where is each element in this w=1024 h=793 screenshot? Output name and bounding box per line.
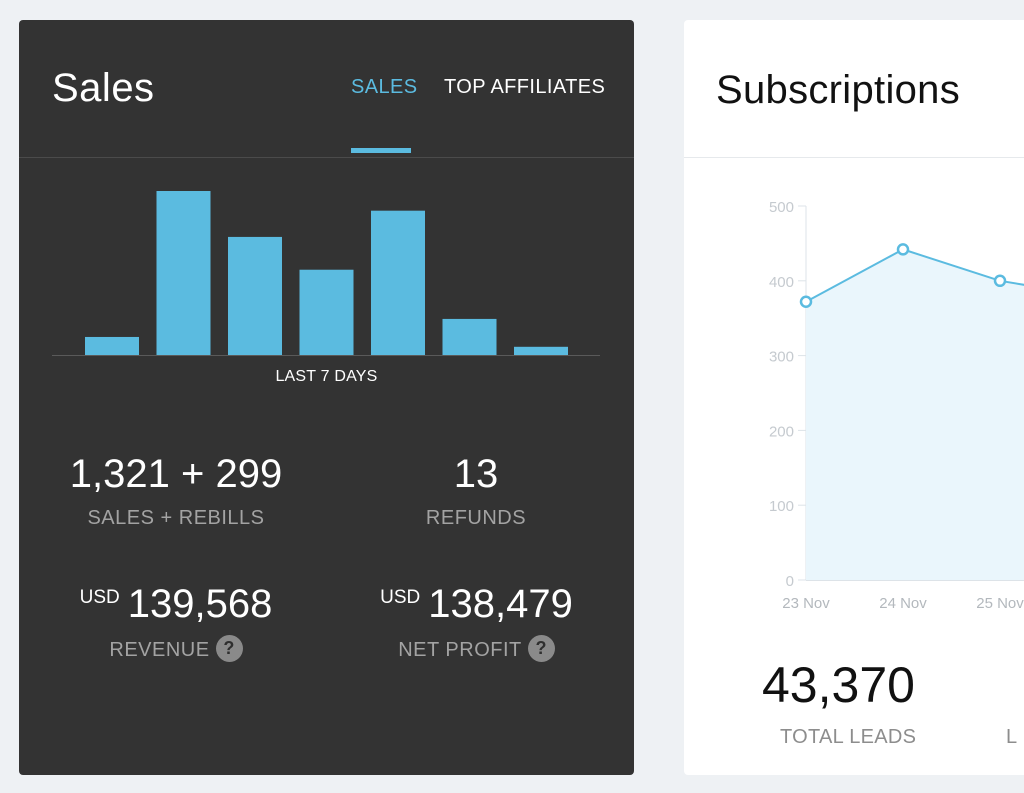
second-stat-label: L bbox=[1006, 726, 1018, 748]
sales-card: Sales SALES TOP AFFILIATES LAST 7 DAYS 1… bbox=[19, 20, 634, 775]
sales-bar-1 bbox=[85, 336, 139, 355]
sales-bar-4 bbox=[299, 269, 354, 355]
stat-sales-rebills: 1,321 + 299 SALES + REBILLS bbox=[66, 452, 286, 530]
tab-top-affiliates[interactable]: TOP AFFILIATES bbox=[444, 76, 606, 98]
sales-bar-chart bbox=[52, 191, 600, 356]
refunds-value: 13 bbox=[453, 452, 499, 496]
y-tick-label: 300 bbox=[769, 349, 794, 366]
net-profit-amount: USD 138,479 bbox=[354, 582, 599, 627]
net-profit-value: 138,479 bbox=[428, 582, 573, 626]
revenue-label-row: REVENUE? bbox=[56, 635, 296, 664]
y-tick-label: 400 bbox=[769, 274, 794, 291]
stat-net-profit: USD 138,479 NET PROFIT? bbox=[354, 582, 599, 664]
subscriptions-line bbox=[805, 248, 1024, 303]
y-tick-label: 500 bbox=[769, 199, 794, 216]
revenue-value: 139,568 bbox=[127, 582, 273, 626]
active-tab-indicator bbox=[351, 148, 411, 153]
total-leads-label: TOTAL LEADS bbox=[780, 726, 917, 748]
subscriptions-point-1[interactable] bbox=[799, 295, 813, 308]
net-profit-label: NET PROFIT bbox=[398, 638, 522, 661]
total-leads-value: 43,370 bbox=[762, 657, 915, 713]
x-tick-label: 25 Nov bbox=[976, 595, 1024, 612]
subscriptions-card: Subscriptions 0 100 200 300 400 500 23 Nov 24 N… bbox=[684, 20, 1024, 775]
subscriptions-point-3[interactable] bbox=[993, 274, 1007, 288]
revenue-label: REVENUE bbox=[109, 638, 210, 661]
sales-rebills-label: SALES + REBILLS bbox=[87, 507, 265, 529]
sales-card-header: Sales SALES TOP AFFILIATES bbox=[19, 20, 634, 158]
sales-rebills-value: 1,321 + 299 bbox=[69, 452, 283, 496]
period-label: LAST 7 DAYS bbox=[275, 368, 378, 385]
net-profit-currency: USD bbox=[380, 587, 421, 608]
sales-bar-3 bbox=[228, 236, 282, 355]
stat-refunds: 13 REFUNDS bbox=[366, 452, 586, 530]
refunds-label: REFUNDS bbox=[425, 507, 527, 529]
x-tick-label: 23 Nov bbox=[782, 595, 830, 612]
tab-sales[interactable]: SALES bbox=[351, 76, 418, 98]
stat-revenue: USD 139,568 REVENUE? bbox=[56, 582, 296, 664]
revenue-help-icon[interactable]: ? bbox=[215, 635, 243, 662]
subscriptions-card-header: Subscriptions bbox=[684, 20, 1024, 158]
net-profit-help-icon[interactable]: ? bbox=[527, 635, 555, 662]
revenue-amount: USD 139,568 bbox=[56, 582, 296, 627]
subscriptions-title: Subscriptions bbox=[716, 68, 961, 112]
y-tick-label: 200 bbox=[769, 423, 794, 440]
subscriptions-line-chart: 0 100 200 300 400 500 23 Nov 24 Nov 25 Nov bbox=[769, 199, 1024, 612]
y-tick-label: 0 bbox=[786, 573, 794, 590]
sales-bar-7 bbox=[514, 346, 568, 355]
subscriptions-point-2[interactable] bbox=[896, 243, 910, 256]
subscriptions-area bbox=[806, 249, 1024, 580]
sales-title: Sales bbox=[52, 66, 155, 110]
x-tick-label: 24 Nov bbox=[879, 595, 927, 612]
net-profit-label-row: NET PROFIT? bbox=[354, 635, 599, 664]
sales-bar-2 bbox=[156, 191, 211, 355]
y-tick-label: 100 bbox=[769, 498, 794, 515]
sales-bar-6 bbox=[442, 318, 497, 355]
sales-bar-5 bbox=[371, 210, 425, 355]
revenue-currency: USD bbox=[79, 587, 120, 608]
